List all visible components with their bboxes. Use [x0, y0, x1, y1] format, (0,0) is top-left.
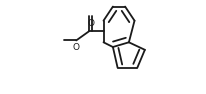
Text: O: O	[87, 19, 94, 28]
Text: O: O	[72, 43, 79, 52]
